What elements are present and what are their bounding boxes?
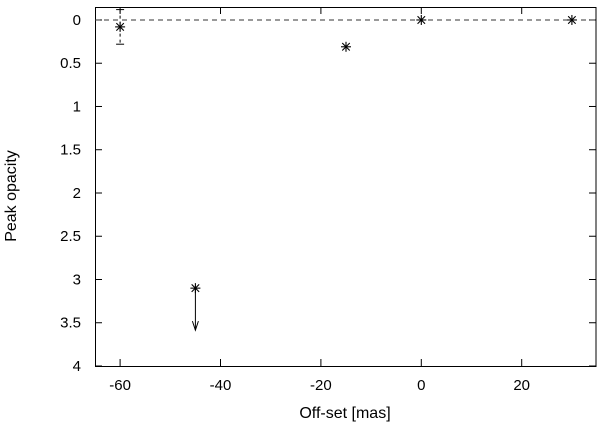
y-tick-label: 0.5 — [60, 55, 81, 72]
y-tick-label: 1 — [73, 98, 81, 115]
limit-arrow-head — [191, 320, 199, 332]
data-point — [190, 283, 201, 294]
data-point — [416, 14, 427, 25]
data-point — [566, 14, 577, 25]
x-tick-label: 20 — [513, 377, 530, 394]
data-point — [341, 41, 351, 52]
x-tick-label: 0 — [417, 377, 425, 394]
y-tick-label: 4 — [73, 358, 81, 375]
y-tick-label: 1.5 — [60, 142, 81, 159]
y-axis-label: Peak opacity — [3, 150, 20, 242]
x-axis-label: Off-set [mas] — [299, 405, 390, 422]
y-tick-label: 2.5 — [60, 228, 81, 245]
x-tick-label: -60 — [109, 377, 131, 394]
plot-frame — [95, 7, 597, 367]
x-tick-label: -20 — [310, 377, 332, 394]
data-point — [115, 21, 126, 32]
y-tick-label: 3.5 — [60, 315, 81, 332]
y-tick-label: 2 — [73, 185, 81, 202]
x-tick-label: -40 — [210, 377, 232, 394]
y-tick-label: 0 — [73, 12, 81, 29]
y-tick-label: 3 — [73, 271, 81, 288]
